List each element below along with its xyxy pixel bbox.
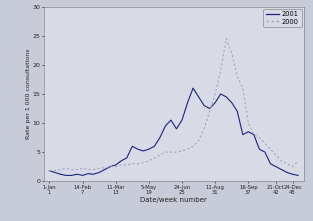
2000 [219,69,223,72]
2000 [119,164,123,166]
2001 [92,173,95,175]
2001 [291,173,295,175]
2000 [114,165,118,168]
2000 [164,151,167,153]
2001 [296,174,300,177]
2000 [191,145,195,148]
2001 [219,93,223,95]
2000 [213,93,217,95]
2001 [269,162,272,165]
2001 [158,136,162,139]
2000 [197,139,200,142]
2001 [131,145,134,148]
2001 [164,125,167,127]
2000 [59,168,62,171]
2000 [97,167,101,170]
2000 [64,167,68,170]
2000 [274,154,278,156]
2001 [59,173,62,175]
2000 [280,160,283,162]
2001 [114,164,118,166]
2001 [136,148,140,151]
2000 [125,164,129,166]
2001 [252,133,256,136]
2001 [75,173,79,175]
2000 [81,167,85,170]
2001 [180,119,184,122]
2000 [103,166,106,169]
2001 [108,165,112,168]
2001 [280,168,283,171]
2000 [291,165,295,168]
2000 [230,52,233,55]
Line: 2000: 2000 [49,39,298,171]
2001 [191,87,195,90]
2000 [246,122,250,124]
2001 [208,107,212,110]
2000 [285,162,289,165]
2000 [296,160,300,162]
2001 [230,101,233,104]
2001 [202,104,206,107]
2001 [119,160,123,162]
2001 [147,148,151,151]
2000 [175,151,178,153]
2001 [197,95,200,98]
2000 [208,110,212,113]
X-axis label: Date/week number: Date/week number [140,197,207,203]
2001 [86,172,90,175]
2000 [69,168,73,171]
2001 [224,95,228,98]
2001 [175,128,178,130]
2001 [235,110,239,113]
2000 [241,87,245,90]
2001 [141,150,145,152]
2001 [258,148,261,151]
2000 [141,161,145,164]
2000 [202,128,206,130]
2001 [97,171,101,174]
Y-axis label: Rate per 1 000 consultations: Rate per 1 000 consultations [26,49,31,139]
2001 [103,168,106,171]
2001 [241,133,245,136]
2000 [48,170,51,172]
Legend: 2001, 2000: 2001, 2000 [263,9,302,27]
2000 [152,157,156,159]
2000 [186,148,189,151]
2001 [186,101,189,104]
2000 [86,168,90,171]
2000 [224,37,228,40]
2001 [213,101,217,104]
2000 [75,168,79,171]
2001 [246,130,250,133]
2000 [180,150,184,152]
2001 [285,171,289,174]
2000 [158,154,162,156]
2000 [263,142,267,145]
Line: 2001: 2001 [49,88,298,175]
2001 [125,157,129,159]
2000 [131,162,134,165]
2000 [108,165,112,168]
2000 [258,136,261,139]
2000 [92,168,95,171]
2001 [274,165,278,168]
2001 [152,145,156,148]
2001 [169,119,173,122]
2000 [53,170,57,172]
2000 [235,75,239,78]
2001 [48,170,51,172]
2000 [269,148,272,151]
2001 [81,174,85,177]
2001 [53,171,57,174]
2000 [169,151,173,153]
2001 [69,174,73,177]
2000 [147,160,151,162]
2001 [64,174,68,177]
2001 [263,151,267,153]
2000 [136,162,140,165]
2000 [252,133,256,136]
